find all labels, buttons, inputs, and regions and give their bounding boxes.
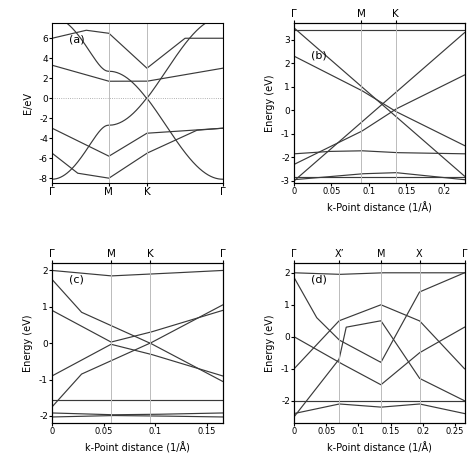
Y-axis label: Energy (eV): Energy (eV) [265, 314, 275, 372]
Text: (a): (a) [69, 34, 85, 45]
X-axis label: k-Point distance (1/Å): k-Point distance (1/Å) [85, 442, 190, 453]
X-axis label: k-Point distance (1/Å): k-Point distance (1/Å) [327, 442, 432, 453]
Text: (b): (b) [311, 50, 327, 60]
Text: (d): (d) [311, 274, 327, 285]
Text: (c): (c) [69, 274, 84, 285]
X-axis label: k-Point distance (1/Å): k-Point distance (1/Å) [327, 202, 432, 213]
Y-axis label: E/eV: E/eV [23, 92, 34, 114]
Y-axis label: Energy (eV): Energy (eV) [265, 74, 275, 132]
Y-axis label: Energy (eV): Energy (eV) [23, 314, 34, 372]
